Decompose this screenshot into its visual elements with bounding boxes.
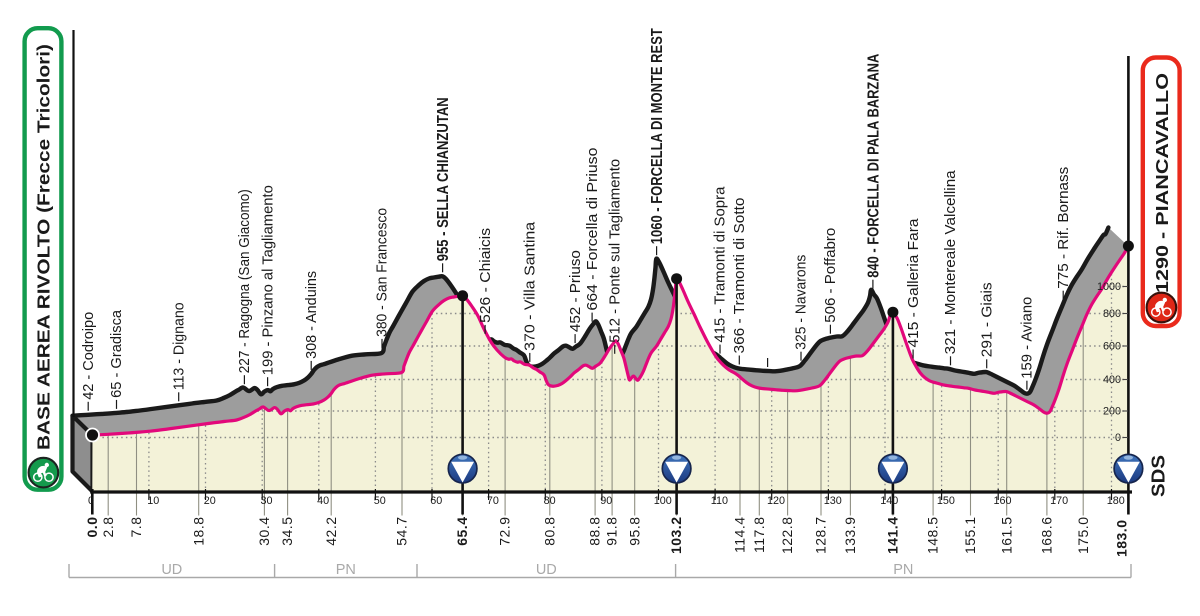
svg-text:160: 160 (993, 495, 1011, 507)
svg-text:0.0: 0.0 (84, 517, 100, 538)
svg-text:308 - Anduins: 308 - Anduins (304, 271, 320, 359)
svg-text:325 - Navarons: 325 - Navarons (794, 255, 810, 350)
svg-text:UD: UD (536, 562, 557, 578)
svg-text:SDS: SDS (1149, 455, 1169, 497)
svg-text:UD: UD (161, 562, 182, 578)
svg-text:90: 90 (600, 495, 612, 507)
svg-text:88.8: 88.8 (587, 517, 603, 546)
svg-text:10: 10 (147, 495, 159, 507)
svg-text:54.7: 54.7 (394, 517, 410, 546)
svg-text:113 - Dignano: 113 - Dignano (171, 302, 187, 390)
svg-text:291 - Giais: 291 - Giais (979, 282, 995, 357)
svg-text:30: 30 (260, 495, 272, 507)
svg-text:170: 170 (1050, 495, 1068, 507)
svg-text:199 - Pinzano al Tagliamento: 199 - Pinzano al Tagliamento (260, 185, 276, 375)
svg-text:103.2: 103.2 (668, 517, 684, 555)
svg-text:0: 0 (88, 495, 94, 507)
svg-text:110: 110 (711, 495, 728, 507)
svg-text:664 - Forcella di Priuso: 664 - Forcella di Priuso (585, 148, 601, 311)
svg-text:1060 - FORCELLA DI MONTE REST: 1060 - FORCELLA DI MONTE REST (649, 28, 666, 244)
svg-text:95.8: 95.8 (626, 517, 642, 546)
svg-text:65.4: 65.4 (454, 517, 470, 546)
svg-text:0: 0 (1115, 432, 1121, 444)
svg-text:200: 200 (1103, 406, 1121, 418)
svg-text:120: 120 (767, 495, 785, 507)
svg-text:128.7: 128.7 (813, 517, 829, 555)
svg-text:380 - San Francesco: 380 - San Francesco (375, 208, 391, 337)
svg-text:122.8: 122.8 (779, 517, 795, 555)
svg-text:148.5: 148.5 (925, 517, 941, 555)
svg-text:526 - Chiaicis: 526 - Chiaicis (478, 228, 494, 323)
svg-text:72.9: 72.9 (497, 517, 513, 546)
svg-text:321 - Montereale Valcellina: 321 - Montereale Valcellina (943, 169, 959, 354)
svg-text:PN: PN (893, 562, 913, 578)
svg-text:161.5: 161.5 (998, 517, 1014, 555)
svg-text:114.4: 114.4 (732, 517, 748, 554)
svg-text:366 - Tramonti di Sotto: 366 - Tramonti di Sotto (732, 198, 748, 354)
svg-text:60: 60 (430, 495, 442, 507)
svg-text:2.8: 2.8 (100, 517, 116, 538)
svg-text:140: 140 (880, 495, 898, 507)
svg-text:415 - Galleria Fara: 415 - Galleria Fara (906, 218, 922, 348)
svg-text:34.5: 34.5 (279, 517, 295, 546)
svg-text:1000: 1000 (1097, 281, 1121, 293)
svg-text:150: 150 (937, 495, 955, 507)
svg-text:506 - Poffabro: 506 - Poffabro (823, 228, 839, 323)
svg-text:42 - Codroipo: 42 - Codroipo (81, 312, 97, 400)
svg-text:512 - Ponte sul Tagliamento: 512 - Ponte sul Tagliamento (607, 159, 623, 343)
svg-text:18.8: 18.8 (190, 517, 206, 546)
svg-text:70: 70 (487, 495, 499, 507)
svg-text:30.4: 30.4 (256, 517, 272, 546)
svg-text:955 - SELLA CHIANZUTAN: 955 - SELLA CHIANZUTAN (435, 97, 452, 261)
svg-text:PN: PN (336, 562, 356, 578)
svg-text:141.4: 141.4 (885, 517, 901, 555)
svg-text:100: 100 (654, 495, 672, 507)
svg-text:168.6: 168.6 (1039, 517, 1055, 555)
svg-text:20: 20 (204, 495, 216, 507)
svg-text:133.9: 133.9 (842, 517, 858, 555)
svg-text:180: 180 (1107, 495, 1125, 507)
svg-text:50: 50 (374, 495, 386, 507)
svg-text:452 - Priuso: 452 - Priuso (568, 250, 584, 332)
svg-text:65 - Gradisca: 65 - Gradisca (109, 309, 125, 398)
svg-text:7.8: 7.8 (128, 517, 144, 538)
svg-text:130: 130 (824, 495, 842, 507)
svg-text:175.0: 175.0 (1075, 517, 1091, 555)
svg-text:91.8: 91.8 (604, 517, 620, 546)
svg-text:400: 400 (1103, 374, 1121, 386)
svg-text:42.2: 42.2 (323, 517, 339, 546)
svg-text:840 - FORCELLA DI PALA BARZANA: 840 - FORCELLA DI PALA BARZANA (865, 53, 882, 277)
svg-text:370 - Villa Santina: 370 - Villa Santina (523, 221, 539, 351)
svg-text:183.0: 183.0 (1113, 520, 1129, 558)
svg-text:600: 600 (1103, 341, 1121, 353)
svg-text:775 - Rif. Bornass: 775 - Rif. Bornass (1056, 167, 1072, 289)
svg-text:BASE AEREA RIVOLTO (Frecce Tri: BASE AEREA RIVOLTO (Frecce Tricolori) (34, 44, 54, 450)
svg-text:415 - Tramonti di Sopra: 415 - Tramonti di Sopra (713, 186, 729, 343)
svg-text:800: 800 (1103, 308, 1121, 320)
svg-text:1290 - PIANCAVALLO: 1290 - PIANCAVALLO (1152, 73, 1172, 293)
svg-text:227 - Ragogna (San Giacomo): 227 - Ragogna (San Giacomo) (237, 189, 253, 373)
svg-text:159 - Aviano: 159 - Aviano (1020, 297, 1036, 379)
svg-text:80.8: 80.8 (541, 517, 557, 546)
svg-text:155.1: 155.1 (962, 517, 978, 555)
svg-text:80: 80 (544, 495, 556, 507)
svg-text:117.8: 117.8 (751, 517, 767, 554)
svg-text:40: 40 (317, 495, 329, 507)
